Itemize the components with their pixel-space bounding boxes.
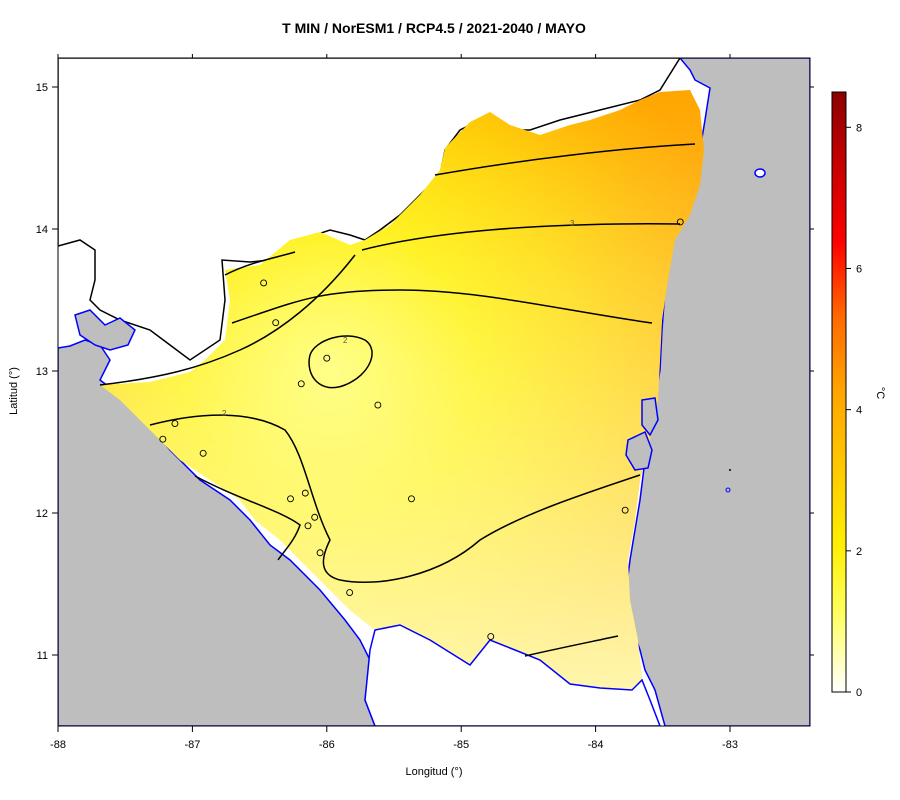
x-tick-label: -87	[184, 739, 200, 751]
x-axis-ticks: -88 -87 -86 -85 -84 -83	[50, 54, 738, 751]
costa-rica-land	[364, 624, 661, 726]
contour-label: 2	[343, 336, 348, 345]
station-marker	[199, 449, 207, 457]
contour-label: 2	[222, 409, 227, 418]
pearl-lagoon	[625, 430, 653, 471]
colorbar-units: °C	[874, 386, 886, 400]
x-tick-label: -88	[50, 739, 66, 751]
gulf-of-fonseca	[74, 309, 136, 351]
y-axis-label: Latitud (°)	[8, 367, 20, 415]
contour-3-north	[434, 143, 696, 176]
contour-lines	[99, 143, 696, 657]
corn-island	[725, 487, 731, 493]
station-marker	[621, 506, 629, 514]
station-marker	[159, 435, 167, 443]
station-marker	[301, 489, 309, 497]
colorbar-tick-label: 2	[856, 546, 862, 558]
y-tick-label: 15	[36, 82, 48, 94]
map-layers: 2 2 3	[58, 58, 810, 726]
station-marker	[260, 279, 268, 287]
station-marker	[408, 495, 415, 503]
station-marker	[676, 218, 684, 226]
y-axis-ticks: 11 12 13 14 15	[36, 82, 814, 662]
colorbar	[831, 91, 847, 693]
contour-labels: 2 2 3	[222, 219, 575, 418]
y-tick-label: 12	[36, 508, 48, 520]
contour-label: 3	[570, 219, 575, 228]
station-marker	[374, 401, 382, 409]
colorbar-tick-label: 6	[856, 263, 862, 275]
contour-mid	[231, 289, 653, 324]
station-marker	[171, 420, 179, 427]
map-title: T MIN / NorESM1 / RCP4.5 / 2021-2040 / M…	[282, 20, 586, 36]
contour-2-closed	[308, 335, 373, 389]
station-markers	[159, 218, 684, 640]
cays-island	[754, 168, 766, 178]
y-tick-label: 13	[36, 366, 48, 378]
bluefields-bay	[641, 397, 659, 437]
colorbar-tick-label: 4	[856, 405, 862, 417]
y-tick-label: 14	[36, 224, 48, 236]
x-axis-label: Longitud (°)	[405, 766, 463, 778]
station-marker	[287, 495, 294, 503]
station-marker	[272, 319, 280, 327]
x-tick-label: -84	[588, 739, 604, 751]
honduras-land	[58, 58, 681, 361]
colorbar-tick-label: 0	[856, 687, 862, 699]
contour-2-south	[149, 414, 641, 583]
contour-3	[361, 223, 681, 251]
station-marker	[311, 513, 319, 521]
contour-3-west	[224, 251, 296, 276]
contour-2-coast	[194, 475, 301, 561]
x-tick-label: -86	[319, 739, 335, 751]
colorbar-tick-label: 8	[856, 122, 862, 134]
x-tick-label: -85	[453, 739, 469, 751]
contour-south	[524, 635, 619, 657]
south-lightening	[100, 90, 704, 690]
station-marker	[297, 380, 305, 388]
station-marker	[304, 522, 312, 530]
station-marker	[487, 633, 495, 640]
station-marker	[346, 589, 354, 596]
little-corn-island	[729, 469, 731, 471]
plot-frame	[57, 57, 811, 727]
colorbar-ticks: 0 2 4 6 8	[846, 122, 862, 699]
x-tick-label: -83	[722, 739, 738, 751]
station-marker	[316, 549, 324, 557]
contour-upper-west	[99, 254, 356, 386]
station-marker	[323, 354, 331, 362]
y-tick-label: 11	[37, 650, 48, 662]
